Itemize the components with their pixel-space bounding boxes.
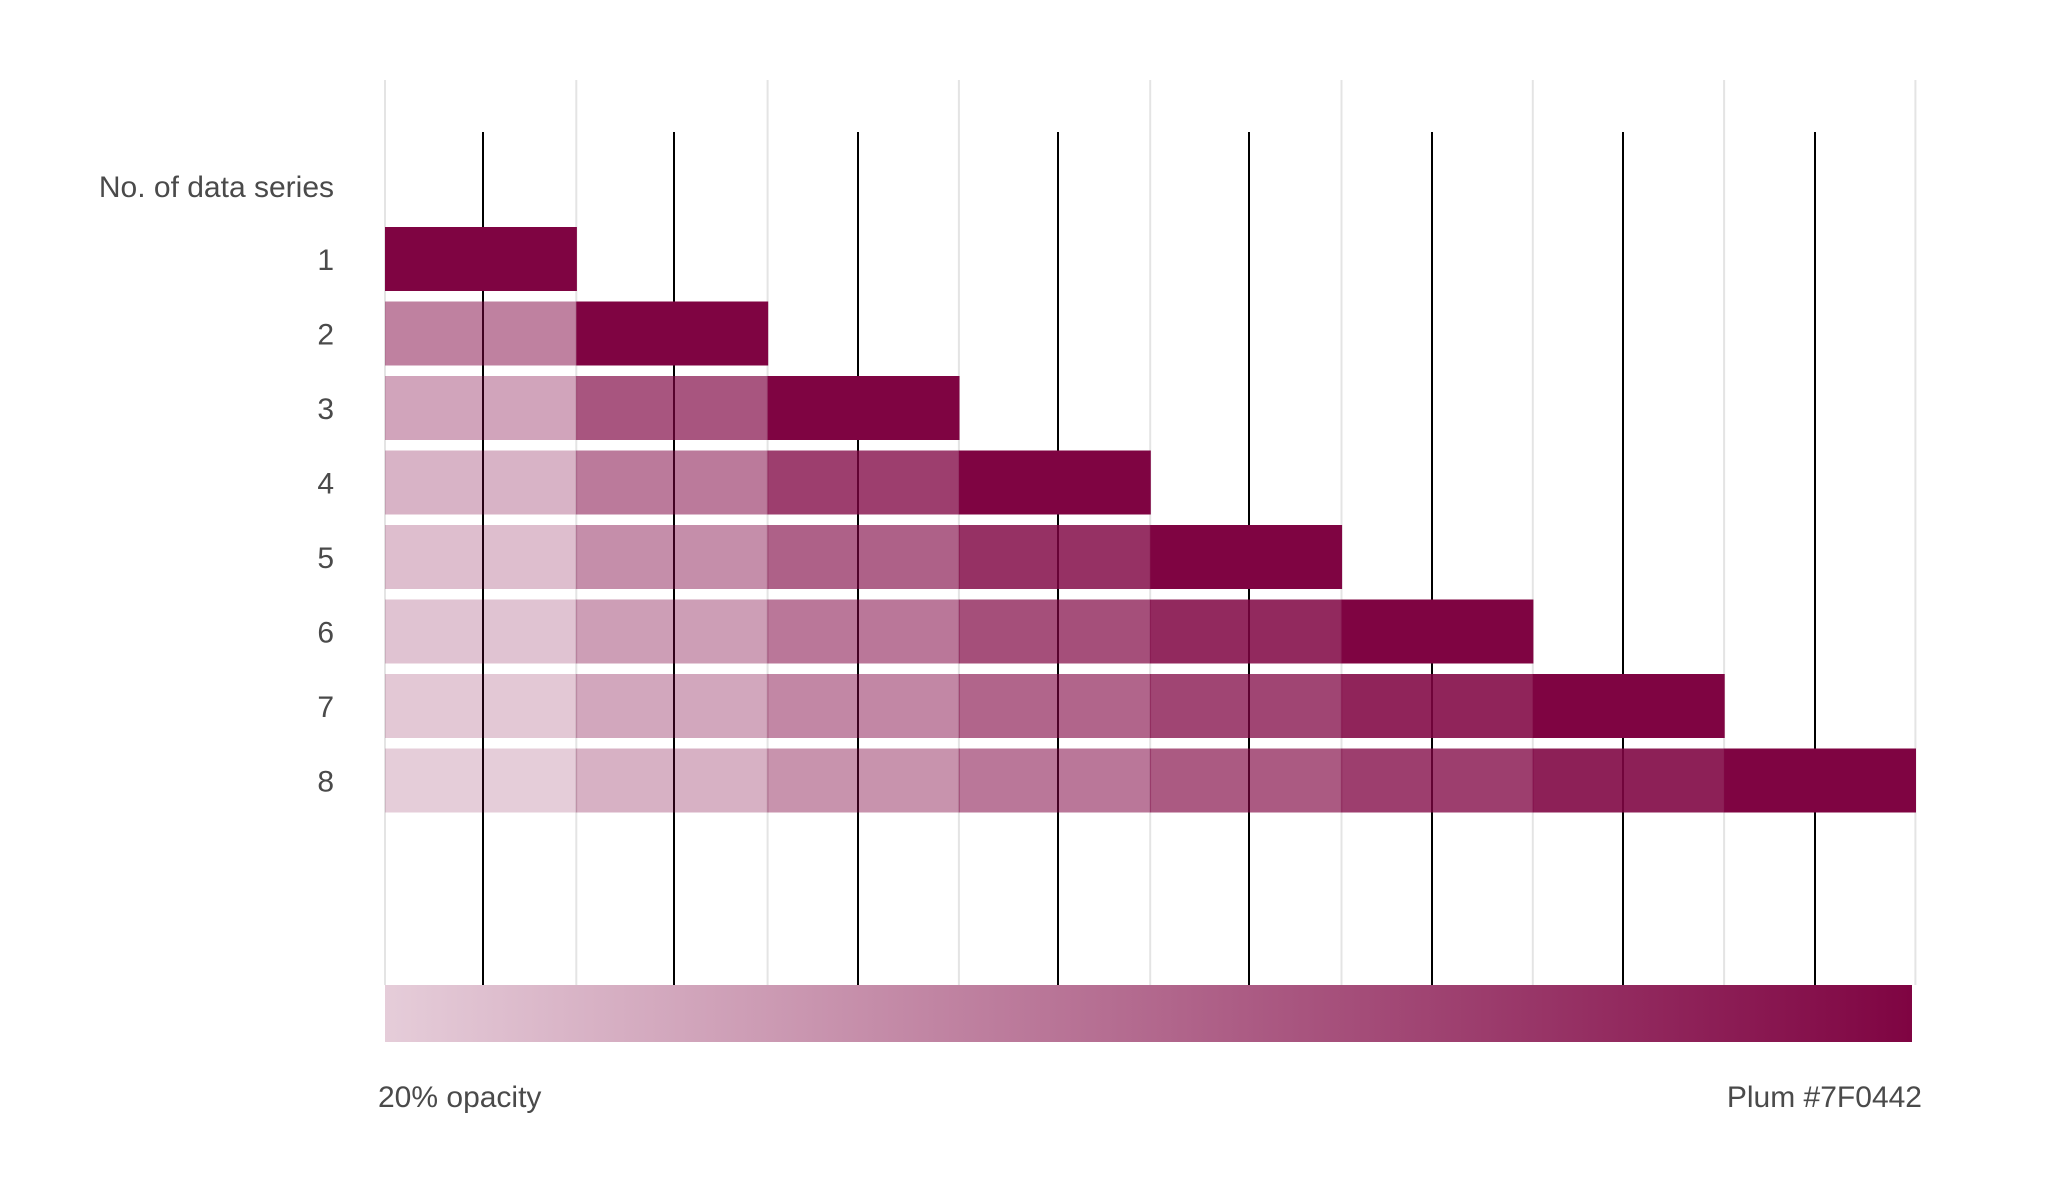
bar-segment: [958, 450, 1151, 515]
bar-segment: [385, 748, 577, 813]
bar-segment: [767, 748, 960, 813]
bar-row: [385, 599, 1534, 664]
bar-segment: [767, 674, 960, 738]
bar-segment: [385, 450, 577, 515]
bar-row: [385, 748, 1916, 813]
bar-segment: [385, 599, 577, 664]
bar-segment: [1341, 599, 1534, 664]
row-label: 5: [317, 542, 334, 575]
bar-row: [385, 301, 769, 366]
bar-segment: [576, 599, 769, 664]
row-label: 3: [317, 393, 334, 426]
bar-segment: [385, 227, 577, 291]
bar-segment: [1150, 748, 1343, 813]
bar-segment: [767, 376, 960, 440]
bar-segment: [1150, 674, 1343, 738]
bar-segment: [576, 376, 769, 440]
row-labels: 1 2 3 4 5 6 7 8: [317, 244, 334, 799]
bar-row: [385, 674, 1725, 738]
bar-segment: [958, 599, 1151, 664]
bar-segment: [767, 599, 960, 664]
bar-segment: [385, 525, 577, 589]
bar-segment: [576, 748, 769, 813]
bars: [385, 227, 1916, 813]
bar-segment: [1724, 748, 1916, 813]
bar-segment: [767, 450, 960, 515]
bar-row: [385, 525, 1343, 589]
bar-segment: [1150, 599, 1343, 664]
row-label: 7: [317, 691, 334, 724]
y-axis-title: No. of data series: [99, 171, 334, 204]
row-label: 1: [317, 244, 334, 277]
bar-segment: [958, 748, 1151, 813]
bar-segment: [576, 674, 769, 738]
bar-segment: [767, 525, 960, 589]
row-label: 8: [317, 766, 334, 799]
bar-segment: [1341, 748, 1534, 813]
bar-row: [385, 227, 577, 291]
bar-segment: [958, 525, 1151, 589]
gradient-start-label: 20% opacity: [378, 1081, 541, 1114]
row-label: 4: [317, 468, 334, 501]
bar-segment: [1532, 748, 1725, 813]
bar-row: [385, 450, 1151, 515]
bar-segment: [1532, 674, 1725, 738]
bar-segment: [385, 301, 577, 366]
row-label: 6: [317, 617, 334, 650]
bar-segment: [576, 450, 769, 515]
bar-segment: [958, 674, 1151, 738]
gradient-end-label: Plum #7F0442: [1727, 1081, 1922, 1114]
opacity-gradient-bar: [385, 985, 1912, 1042]
bar-segment: [576, 525, 769, 589]
bar-segment: [1341, 674, 1534, 738]
bar-segment: [385, 674, 577, 738]
bar-segment: [1150, 525, 1343, 589]
bar-row: [385, 376, 960, 440]
bar-segment: [576, 301, 769, 366]
bar-segment: [385, 376, 577, 440]
row-label: 2: [317, 319, 334, 352]
